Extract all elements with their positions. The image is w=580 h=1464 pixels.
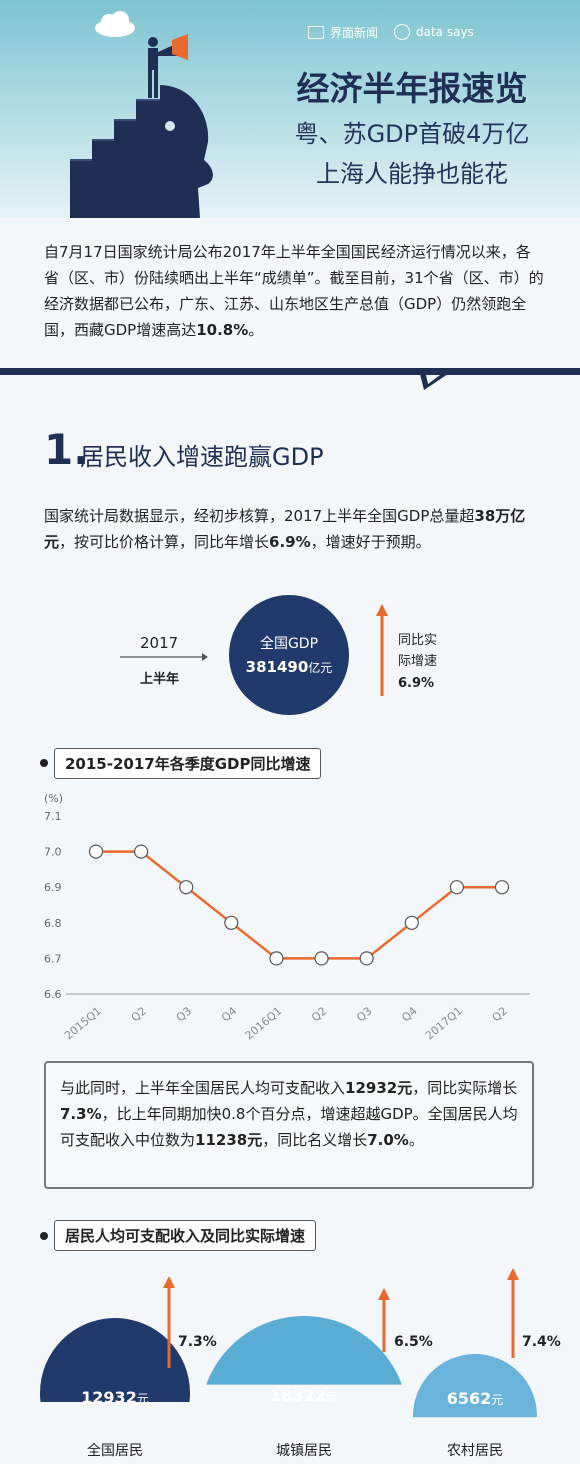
income-urban-name: 城镇居民 [276, 1443, 332, 1459]
income-label-strip [40, 1436, 540, 1464]
income-national-value-wrap: 12932元 [40, 1388, 190, 1407]
gdp-circle-value-wrap: 381490亿元 [229, 658, 349, 676]
section-title: 居民收入增速跑赢GDP [80, 443, 324, 471]
data-point [134, 844, 149, 859]
growth-value: 6.9% [398, 676, 435, 691]
income-national-arrow-icon [163, 1276, 175, 1368]
x-tick-label: 2016Q1 [243, 1004, 285, 1042]
income-rural-growth: 7.4% [522, 1334, 561, 1350]
y-tick-label: 6.6 [44, 988, 62, 1001]
info-text-2: ，同比实际增长 [412, 1079, 518, 1097]
brand-logo-jiemian: 界面新闻 [308, 24, 378, 41]
gdp-para-bold-total: 38万亿元 [44, 507, 526, 551]
cloud-icon [95, 11, 135, 37]
income-info-box: 与此同时，上半年全国居民人均可支配收入12932元，同比实际增长 7.3%，比上年… [44, 1061, 534, 1189]
income-rural-value-wrap: 6562元 [413, 1389, 537, 1408]
income-section: 12932元 18322元 6562元 全国居民 城镇居民 农村居民 7.3% … [0, 1268, 580, 1464]
income-urban-growth: 6.5% [394, 1334, 433, 1350]
gdp-circle [229, 595, 349, 715]
half-year-label: 上半年 [140, 672, 180, 687]
page-subtitle-2: 上海人能挣也能花 [316, 160, 508, 188]
info-bold-1: 12932元 [345, 1079, 413, 1097]
gdp-para-bold-growth: 6.9% [269, 533, 311, 551]
info-bold-2: 7.3% [60, 1105, 102, 1123]
info-text-4: ，同比名义增长 [262, 1131, 368, 1149]
income-urban-value: 18322 [270, 1386, 326, 1405]
y-tick-label: 7.0 [44, 846, 62, 859]
data-point [449, 880, 464, 895]
x-tick-label: 2017Q1 [423, 1004, 465, 1042]
x-tick-label: Q2 [309, 1004, 329, 1024]
data-point [314, 951, 329, 966]
income-national-name: 全国居民 [87, 1443, 143, 1459]
income-rural-value: 6562 [446, 1389, 492, 1408]
income-national-unit: 元 [136, 1392, 149, 1406]
intro-end: 。 [248, 321, 264, 339]
gdp-para-text-e: ，增速好于预期。 [310, 533, 431, 551]
income-urban-value-wrap: 18322元 [200, 1386, 408, 1405]
data-point [269, 951, 284, 966]
income-national-value: 12932 [81, 1388, 137, 1407]
gdp-circle-unit: 亿元 [308, 661, 333, 675]
section-number: 1. [44, 425, 90, 474]
info-bold-3: 11238元 [195, 1131, 263, 1149]
data-point [224, 915, 239, 930]
income-urban-arrow-icon [378, 1288, 390, 1352]
intro-text: 自7月17日国家统计局公布2017年上半年全国国民经济运行情况以来，各省（区、市… [44, 243, 544, 339]
info-text-1: 与此同时，上半年全国居民人均可支配收入 [60, 1079, 346, 1097]
arrow-right-icon [120, 653, 208, 661]
y-axis-label: (%) [44, 792, 63, 805]
series-line [96, 850, 502, 960]
y-tick-label: 6.7 [44, 952, 62, 965]
income-rural-name: 农村居民 [447, 1443, 503, 1459]
section-divider [0, 368, 580, 390]
gdp-circle-label: 全国GDP [259, 636, 319, 652]
gdp-paragraph: 国家统计局数据显示，经初步核算，2017上半年全国GDP总量超38万亿元，按可比… [44, 503, 544, 555]
data-point [88, 844, 104, 859]
y-tick-label: 7.1 [44, 810, 62, 823]
y-tick-label: 6.8 [44, 917, 62, 930]
data-point [404, 915, 419, 930]
x-tick-label: Q3 [174, 1004, 194, 1024]
bullet-dot [40, 759, 48, 767]
chart-title-box: 2015-2017年各季度GDP同比增速 [54, 748, 322, 779]
intro-highlight: 10.8% [196, 321, 249, 339]
info-bold-4: 7.0% [367, 1131, 409, 1149]
page-subtitle-1: 粤、苏GDP首破4万亿 [294, 120, 530, 148]
income-urban-unit: 元 [325, 1390, 338, 1404]
info-text-5: 。 [408, 1131, 424, 1149]
growth-label-1: 同比实 [398, 633, 438, 648]
page-title: 经济半年报速览 [296, 69, 528, 108]
brand-logo-datasays: data says [394, 24, 474, 40]
gdp-circle-value: 381490 [245, 658, 309, 676]
growth-label-2: 际增速 [398, 654, 438, 669]
gdp-para-text-c: ，按可比价格计算，同比年增长 [59, 533, 270, 551]
bullet-dot-2 [40, 1232, 48, 1240]
income-rural-unit: 元 [491, 1393, 504, 1407]
growth-arrow-up-icon [376, 604, 388, 696]
income-title-box: 居民人均可支配收入及同比实际增速 [54, 1220, 317, 1251]
gdp-para-text-a: 国家统计局数据显示，经初步核算，2017上半年全国GDP总量超 [44, 507, 475, 525]
x-tick-label: Q4 [219, 1004, 239, 1024]
x-tick-label: Q2 [129, 1004, 149, 1024]
info-text-3: ，比上年同期加快0.8个百分点，增速超越GDP。全国居民人均可支配收入中位数为 [60, 1105, 518, 1149]
x-tick-label: Q2 [490, 1004, 510, 1024]
brand-jiemian-label: 界面新闻 [330, 26, 379, 40]
income-national-growth: 7.3% [178, 1334, 217, 1350]
x-tick-label: Q4 [399, 1004, 419, 1024]
datasays-icon [394, 24, 410, 40]
intro-paragraph: 自7月17日国家统计局公布2017年上半年全国国民经济运行情况以来，各省（区、市… [44, 239, 544, 343]
head-stairs-illustration [70, 34, 213, 218]
income-rural-arrow-icon [507, 1268, 519, 1358]
year-label: 2017 [140, 634, 179, 652]
data-point [494, 880, 510, 895]
news-icon [308, 26, 324, 39]
x-tick-label: Q3 [354, 1004, 374, 1024]
x-tick-label: 2015Q1 [62, 1004, 104, 1042]
y-tick-label: 6.9 [44, 881, 62, 894]
data-point [359, 951, 374, 966]
data-point [179, 880, 194, 895]
brand-datasays-label: data says [416, 25, 474, 39]
